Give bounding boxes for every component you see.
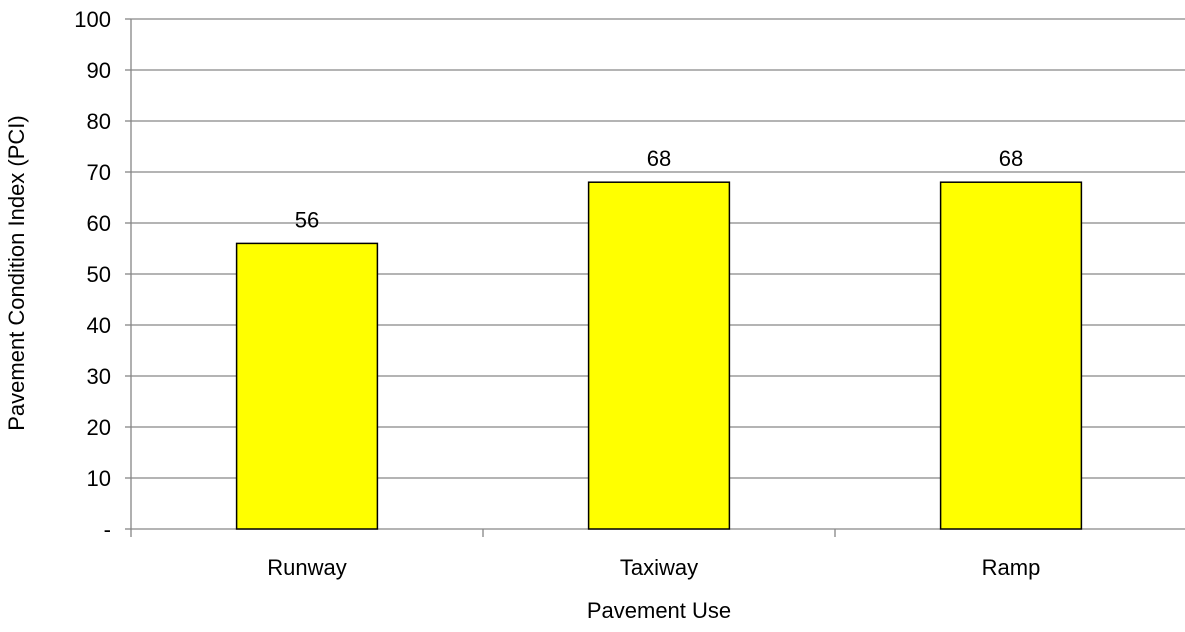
x-tick-labels: Runway Taxiway Ramp [267, 555, 1040, 580]
y-tick-label: 80 [87, 109, 111, 134]
y-tick-label: 70 [87, 160, 111, 185]
y-tick-labels: - 10 20 30 40 50 60 70 80 90 100 [74, 7, 111, 542]
y-tick-label: 100 [74, 7, 111, 32]
bars [235, 181, 1083, 530]
x-tick-label: Runway [267, 555, 346, 580]
bar-taxiway [587, 181, 731, 530]
x-axis-title: Pavement Use [587, 598, 731, 623]
y-tick-label: 50 [87, 262, 111, 287]
bar-runway [235, 242, 379, 530]
data-label: 68 [999, 146, 1023, 171]
y-tick-label: 90 [87, 58, 111, 83]
y-tick-label: 60 [87, 211, 111, 236]
x-tick-label: Taxiway [620, 555, 698, 580]
data-labels: 56 68 68 [295, 146, 1023, 232]
y-tick-label: 20 [87, 415, 111, 440]
y-tick-label: 10 [87, 466, 111, 491]
y-axis-title: Pavement Condition Index (PCI) [4, 115, 29, 431]
y-tick-label: 40 [87, 313, 111, 338]
data-label: 56 [295, 207, 319, 232]
bar-ramp [939, 181, 1083, 530]
y-tick-label: - [104, 517, 111, 542]
y-tick-label: 30 [87, 364, 111, 389]
data-label: 68 [647, 146, 671, 171]
x-tick-label: Ramp [982, 555, 1041, 580]
